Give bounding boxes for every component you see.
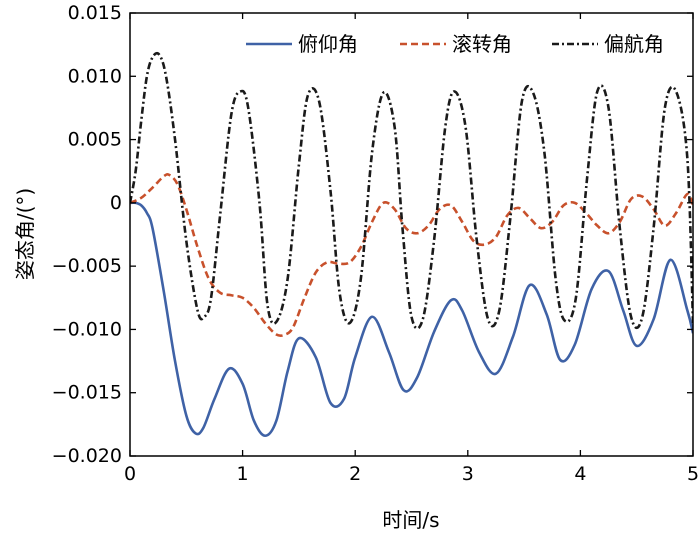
y-tick-label: −0.020: [52, 445, 122, 467]
y-tick-label: 0: [110, 192, 122, 214]
ticks-layer: [129, 12, 694, 457]
x-tick-label: 1: [237, 463, 249, 485]
x-tick-label: 5: [687, 463, 699, 485]
legend-label-1: 俯仰角: [298, 32, 358, 56]
y-axis-title: 姿态角/(°): [13, 188, 37, 280]
y-tick-label: 0.005: [68, 129, 122, 151]
y-tick-label: −0.015: [52, 382, 122, 404]
legend-label-2: 滚转角: [452, 32, 512, 56]
tick-labels-layer: 0.015 0.010 0.005 0 −0.005 −0.010 −0.015 −0.020…: [52, 2, 699, 485]
y-tick-label: −0.005: [52, 255, 122, 277]
y-tick-label: −0.010: [52, 318, 122, 340]
y-tick-label: 0.010: [68, 65, 122, 87]
x-tick-label: 2: [349, 463, 361, 485]
x-axis-title: 时间/s: [382, 508, 439, 532]
plot-frame: [129, 12, 694, 457]
x-tick-label: 4: [574, 463, 586, 485]
x-tick-label: 3: [462, 463, 474, 485]
series-line-3: [130, 51, 693, 330]
series-line-1: [130, 201, 693, 438]
y-tick-label: 0.015: [68, 2, 122, 24]
legend-label-3: 偏航角: [604, 32, 664, 56]
legend: 俯仰角 滚转角 偏航角: [246, 32, 664, 56]
series-layer: [130, 51, 693, 438]
series-line-2: [130, 173, 693, 337]
x-tick-label: 0: [124, 463, 136, 485]
